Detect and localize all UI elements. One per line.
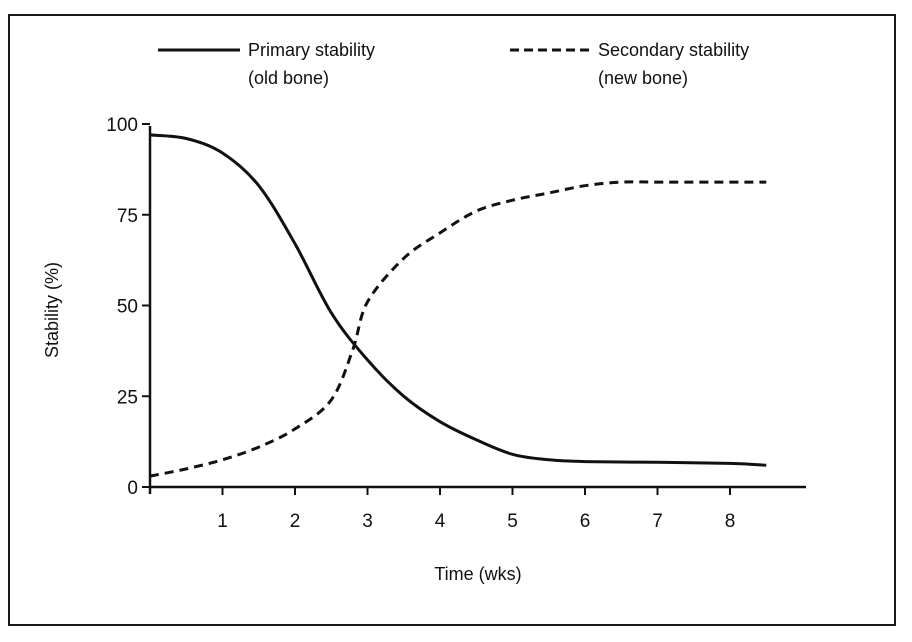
legend-secondary-label: Secondary stability (598, 40, 749, 60)
x-tick-label: 7 (652, 511, 663, 532)
x-tick-label: 1 (217, 511, 228, 532)
x-tick-label: 5 (507, 511, 518, 532)
y-tick-label: 0 (127, 478, 138, 499)
x-tick-label: 3 (362, 511, 373, 532)
legend-primary-label: Primary stability (248, 40, 375, 60)
secondary-stability-line (149, 180, 767, 478)
chart-frame (8, 14, 896, 626)
y-tick-label: 75 (117, 206, 138, 227)
legend-secondary-sublabel: (new bone) (598, 68, 688, 88)
series-layer (149, 133, 767, 478)
x-tick-label: 2 (290, 511, 301, 532)
primary-stability-line (149, 133, 767, 467)
y-ticks: 0 25 50 75 100 (106, 115, 150, 499)
y-tick-label: 50 (117, 297, 138, 318)
x-ticks: 1 2 3 4 5 6 7 8 (217, 487, 735, 532)
x-axis-label: Time (wks) (434, 564, 521, 584)
y-tick-label: 25 (117, 387, 138, 408)
legend-primary-sublabel: (old bone) (248, 68, 329, 88)
x-tick-label: 4 (435, 511, 446, 532)
y-tick-label: 100 (106, 115, 138, 136)
legend: Primary stability (old bone) Secondary s… (158, 40, 749, 88)
x-tick-label: 6 (580, 511, 591, 532)
x-tick-label: 8 (725, 511, 736, 532)
y-axis-label: Stability (%) (42, 262, 62, 358)
